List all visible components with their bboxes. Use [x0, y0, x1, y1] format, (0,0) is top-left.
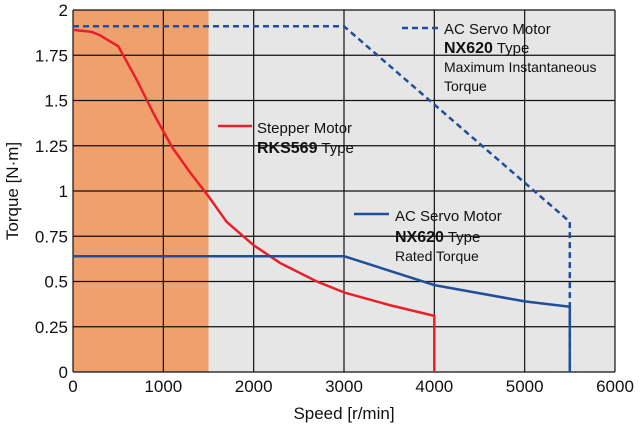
- series-line-stepper: [72, 28, 436, 372]
- y-tick-label-0: 0: [59, 363, 68, 382]
- legend-stepper-line2: RKS569 Type: [257, 140, 354, 157]
- legend-stepper-model: RKS569: [257, 140, 318, 157]
- x-tick-label-4: 4000: [415, 377, 453, 396]
- x-tick-label-6: 6000: [596, 377, 634, 396]
- legend-ac-max-line2: NX620 Type: [444, 40, 529, 57]
- series-line-ac_max: [73, 25, 572, 372]
- y-tick-label-1: 0.25: [35, 318, 68, 337]
- y-tick-label-8: 2: [59, 1, 68, 20]
- legend-ac-max: AC Servo Motor NX620 Type Maximum Instan…: [402, 21, 597, 94]
- x-tick-label-0: 0: [68, 377, 77, 396]
- legend-ac-max-line1: AC Servo Motor: [444, 21, 551, 38]
- legend-ac-rated-line3: Rated Torque: [395, 248, 479, 264]
- x-tick-label-3: 3000: [325, 377, 363, 396]
- y-tick-label-5: 1.25: [35, 137, 68, 156]
- legend-ac-rated-model: NX620: [395, 229, 444, 246]
- legend-ac-rated-suffix: Type: [444, 229, 480, 246]
- x-axis-label: Speed [r/min]: [293, 404, 394, 423]
- legend-ac-max-line3: Maximum Instantaneous: [444, 59, 597, 75]
- series-lines: [72, 25, 572, 372]
- series-line-ac_rated: [73, 254, 572, 372]
- y-tick-label-7: 1.75: [35, 46, 68, 65]
- y-tick-label-3: 0.75: [35, 227, 68, 246]
- legend-ac-rated-line1: AC Servo Motor: [395, 208, 502, 225]
- x-tick-labels: 0 1000 2000 3000 4000 5000 6000: [68, 377, 634, 396]
- legend-stepper-line1: Stepper Motor: [257, 120, 352, 137]
- x-tick-label-1: 1000: [144, 377, 182, 396]
- y-tick-labels: 0 0.25 0.5 0.75 1 1.25 1.5 1.75 2: [35, 1, 68, 382]
- y-axis-label: Torque [N·m]: [3, 142, 22, 240]
- legend-stepper: Stepper Motor RKS569 Type: [218, 120, 354, 157]
- legend-ac-max-model: NX620: [444, 40, 493, 57]
- y-tick-label-6: 1.5: [44, 92, 68, 111]
- x-tick-label-5: 5000: [506, 377, 544, 396]
- legend-ac-rated: AC Servo Motor NX620 Type Rated Torque: [354, 208, 502, 264]
- legend-ac-rated-line2: NX620 Type: [395, 229, 480, 246]
- x-tick-label-2: 2000: [235, 377, 273, 396]
- legend-ac-max-line4: Torque: [444, 78, 487, 94]
- legend-stepper-suffix: Type: [317, 140, 353, 157]
- y-tick-label-4: 1: [59, 182, 68, 201]
- legend-ac-max-suffix: Type: [493, 40, 529, 57]
- y-tick-label-2: 0.5: [44, 273, 68, 292]
- grid-lines: [72, 9, 616, 373]
